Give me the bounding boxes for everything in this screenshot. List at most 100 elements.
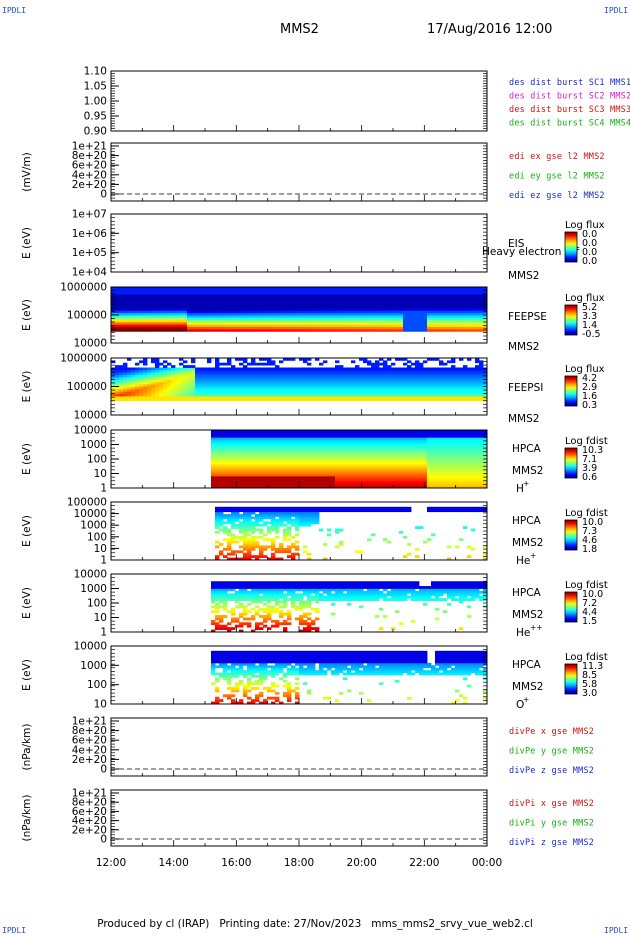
spectrogram-cell <box>143 389 147 392</box>
spectrogram-cell <box>303 464 307 467</box>
spectrogram-cell <box>395 301 399 304</box>
spectrogram-cell <box>235 452 239 455</box>
spectrogram-cell <box>451 394 455 397</box>
spectrogram-cell <box>123 320 127 323</box>
spectrogram-cell <box>143 310 147 313</box>
spectrogram-cell <box>171 308 175 311</box>
spectrogram-cell <box>219 320 223 323</box>
spectrogram-cell <box>275 372 279 375</box>
spectrogram-cell <box>259 303 263 306</box>
spectrogram-cell <box>255 320 259 323</box>
spectrogram-cell <box>439 322 443 325</box>
spectrogram-cell <box>363 303 367 306</box>
spectrogram-cell <box>235 466 239 469</box>
spectrogram-cell <box>231 445 235 448</box>
spectrogram-cell <box>391 461 395 464</box>
spectrogram-cell <box>415 398 419 401</box>
spectrogram-cell <box>383 476 387 479</box>
spectrogram-cell <box>323 447 327 450</box>
spectrogram-cell <box>455 296 459 299</box>
spectrogram-cell <box>299 303 303 306</box>
spectrogram-cell <box>331 449 335 452</box>
spectrogram-cell <box>191 327 195 330</box>
spectrogram-cell <box>387 375 391 378</box>
spectrogram-cell <box>167 315 171 318</box>
spectrogram-cell <box>443 389 447 392</box>
spectrogram-cell <box>343 464 347 467</box>
spectrogram-cell <box>467 308 471 311</box>
spectrogram-cell <box>215 372 219 375</box>
spectrogram-cell <box>327 324 331 327</box>
spectrogram-cell <box>335 391 339 394</box>
spectrogram-cell <box>203 301 207 304</box>
spectrogram-cell <box>315 313 319 316</box>
spectrogram-cell <box>415 445 419 448</box>
spectrogram-cell <box>395 329 399 332</box>
spectrogram-cell <box>439 375 443 378</box>
spectrogram-cell <box>159 375 163 378</box>
spectrogram-cell <box>391 320 395 323</box>
spectrogram-cell <box>243 389 247 392</box>
spectrogram-cell <box>419 303 423 306</box>
spectrogram-cell <box>251 296 255 299</box>
spectrogram-cell <box>331 483 335 486</box>
spectrogram-cell <box>155 372 159 375</box>
spectrogram-cell <box>347 377 351 380</box>
spectrogram-cell <box>363 322 367 325</box>
spectrogram-cell <box>279 375 283 378</box>
spectrogram-cell <box>391 306 395 309</box>
spectrogram-cell <box>263 370 267 373</box>
spectrogram-cell <box>319 294 323 297</box>
spectrogram-cell <box>351 315 355 318</box>
spectrogram-cell <box>339 377 343 380</box>
spectrogram-cell <box>255 459 259 462</box>
spectrogram-cell <box>391 449 395 452</box>
spectrogram-cell <box>183 375 187 378</box>
spectrogram-cell <box>355 324 359 327</box>
spectrogram-cell <box>327 476 331 479</box>
spectrogram-cell <box>163 303 167 306</box>
spectrogram-cell <box>127 329 131 332</box>
spectrogram-cell <box>303 329 307 332</box>
spectrogram-cell <box>155 294 159 297</box>
spectrogram-cell <box>267 389 271 392</box>
spectrogram-cell <box>195 394 199 397</box>
spectrogram-cell <box>431 310 435 313</box>
spectrogram-cell <box>279 440 283 443</box>
spectrogram-cell <box>351 313 355 316</box>
spectrogram-cell <box>131 313 135 316</box>
spectrogram-cell <box>355 313 359 316</box>
spectrogram-cell <box>183 324 187 327</box>
spectrogram-cell <box>199 396 203 399</box>
spectrogram-cell <box>307 481 311 484</box>
spectrogram-cell <box>279 289 283 292</box>
spectrogram-cell <box>259 320 263 323</box>
spectrogram-cell <box>263 363 267 366</box>
spectrogram-cell <box>439 303 443 306</box>
spectrogram-cell <box>415 396 419 399</box>
spectrogram-cell <box>411 442 415 445</box>
spectrogram-cell <box>343 372 347 375</box>
spectrogram-cell <box>179 379 183 382</box>
spectrogram-cell <box>275 294 279 297</box>
spectrogram-cell <box>423 317 427 320</box>
spectrogram-cell <box>299 440 303 443</box>
spectrogram-cell <box>187 299 191 302</box>
spectrogram-cell <box>283 432 287 435</box>
spectrogram-cell <box>255 301 259 304</box>
spectrogram-cell <box>155 398 159 401</box>
spectrogram-cell <box>235 471 239 474</box>
spectrogram-cell <box>255 308 259 311</box>
spectrogram-cell <box>359 296 363 299</box>
spectrogram-cell <box>391 384 395 387</box>
spectrogram-cell <box>239 301 243 304</box>
spectrogram-cell <box>391 389 395 392</box>
spectrogram-cell <box>335 461 339 464</box>
spectrogram-cell <box>419 469 423 472</box>
spectrogram-cell <box>343 387 347 390</box>
spectrogram-cell <box>475 377 479 380</box>
spectrogram-cell <box>267 435 271 438</box>
spectrogram-cell <box>435 387 439 390</box>
spectrogram-cell <box>435 394 439 397</box>
